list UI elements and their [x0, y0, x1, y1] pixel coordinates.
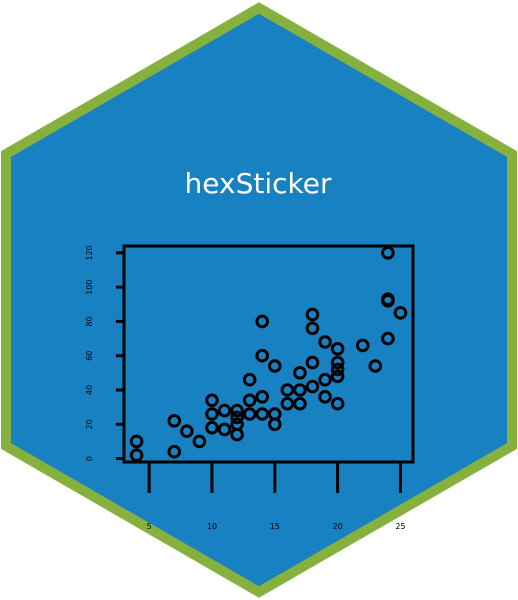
x-tick-label: 5	[147, 522, 152, 531]
data-point	[305, 307, 320, 322]
x-tick-label: 15	[270, 522, 280, 531]
x-tick-label: 20	[333, 522, 343, 531]
y-tick-label: 60	[85, 351, 94, 361]
data-point	[230, 403, 244, 418]
data-point	[305, 379, 320, 394]
y-axis: 0 20 40 60 80 100 120	[85, 245, 124, 461]
data-point	[255, 314, 270, 329]
x-tick-label: 25	[395, 522, 405, 531]
data-point	[230, 417, 244, 432]
data-point	[381, 246, 395, 260]
data-point	[330, 355, 345, 370]
data-point	[293, 366, 307, 380]
data-point	[318, 390, 332, 404]
data-point	[205, 420, 219, 435]
data-point	[180, 424, 194, 438]
data-point	[242, 372, 257, 387]
data-point	[318, 372, 332, 387]
y-tick-label: 20	[85, 419, 94, 429]
data-point	[217, 422, 232, 437]
data-point	[267, 407, 282, 421]
data-point	[293, 396, 307, 411]
y-tick-label: 80	[85, 316, 94, 326]
data-point	[167, 444, 182, 459]
y-tick-label: 40	[85, 385, 94, 395]
data-point	[192, 434, 207, 449]
data-points	[129, 246, 408, 462]
data-point	[280, 383, 295, 397]
scatter-plot: 0 20 40 60 80 100 120 5 10 15 20 25	[85, 244, 415, 531]
data-point	[368, 359, 383, 373]
data-point	[330, 342, 345, 356]
data-point	[381, 292, 395, 306]
data-point	[318, 335, 332, 349]
data-point	[242, 393, 257, 408]
plot-frame	[122, 244, 415, 464]
x-axis: 5 10 15 20 25	[147, 462, 406, 531]
data-point	[255, 407, 270, 421]
data-point	[280, 396, 295, 411]
data-point	[217, 403, 232, 418]
data-point	[205, 393, 219, 408]
data-point	[305, 321, 320, 336]
data-point	[230, 410, 244, 425]
y-tick-label: 0	[85, 456, 94, 461]
data-point	[293, 383, 307, 397]
y-tick-label: 100	[85, 280, 94, 295]
y-tick-label: 120	[85, 245, 94, 260]
data-point	[393, 306, 408, 320]
data-point	[267, 359, 282, 373]
data-point	[129, 434, 144, 449]
data-point	[305, 355, 320, 370]
data-point	[381, 331, 395, 346]
data-point	[205, 407, 219, 421]
data-point	[255, 390, 270, 404]
data-point	[242, 407, 257, 421]
data-point	[330, 362, 345, 377]
sticker-title: hexSticker	[185, 167, 332, 200]
x-tick-label: 10	[207, 522, 217, 531]
data-point	[330, 396, 345, 411]
data-point	[129, 448, 144, 462]
data-point	[255, 348, 270, 363]
data-point	[330, 369, 345, 384]
data-point	[167, 414, 182, 428]
data-point	[355, 338, 370, 353]
